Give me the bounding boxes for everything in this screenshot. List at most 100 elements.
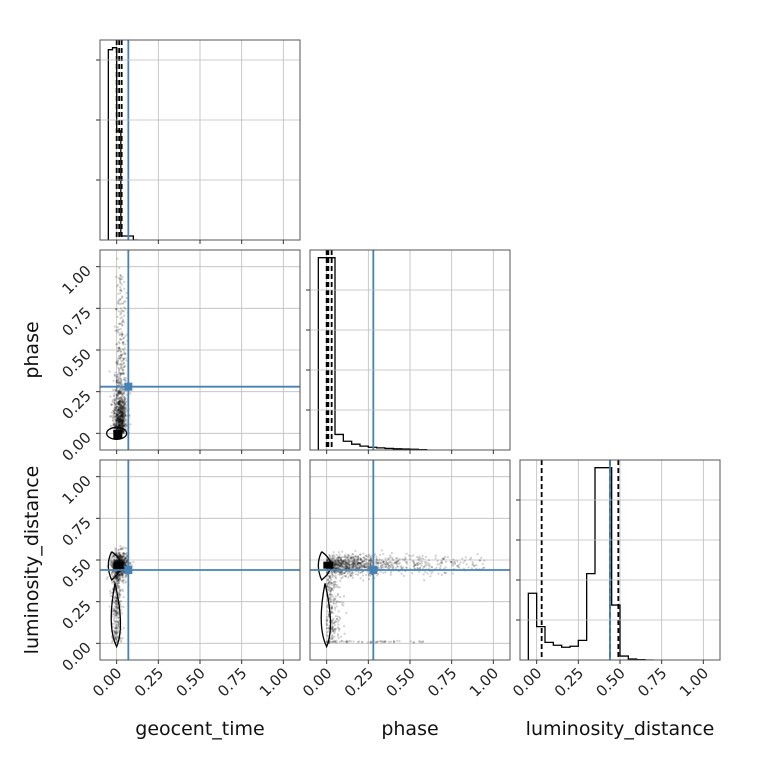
sample-point — [116, 381, 119, 384]
sample-point — [354, 560, 357, 563]
sample-point — [421, 640, 425, 643]
sample-point — [117, 408, 120, 411]
sample-point — [114, 577, 118, 581]
sample-point — [120, 355, 123, 358]
sample-point — [113, 559, 116, 562]
sample-point — [124, 413, 127, 416]
sample-point — [454, 562, 457, 566]
sample-point — [117, 613, 120, 616]
sample-point — [119, 282, 122, 285]
sample-point — [330, 587, 333, 590]
sample-point — [480, 556, 483, 559]
sample-point — [117, 412, 120, 416]
sample-point — [361, 565, 364, 568]
sample-point — [114, 578, 118, 581]
sample-point — [359, 562, 362, 565]
sample-point — [119, 422, 122, 426]
sample-point — [124, 400, 127, 404]
sample-point — [326, 558, 329, 561]
sample-point — [114, 403, 117, 406]
sample-point — [330, 572, 334, 575]
sample-point — [330, 559, 333, 562]
sample-point — [119, 403, 122, 406]
sample-point — [120, 417, 124, 421]
sample-point — [123, 402, 126, 405]
sample-point — [123, 402, 127, 406]
sample-point — [121, 399, 124, 403]
sample-point — [365, 573, 368, 577]
sample-point — [120, 404, 123, 408]
sample-point — [336, 559, 339, 562]
sample-point — [110, 565, 114, 568]
sample-point — [118, 391, 121, 394]
sample-point — [326, 585, 329, 588]
sample-point — [115, 419, 118, 422]
sample-point — [357, 556, 360, 559]
sample-point — [337, 623, 340, 626]
sample-point — [327, 612, 330, 616]
sample-point — [357, 557, 360, 561]
sample-point — [327, 588, 331, 592]
sample-point — [123, 556, 126, 559]
sample-point — [330, 587, 334, 590]
panel-content — [527, 460, 654, 660]
sample-point — [114, 420, 117, 423]
sample-point — [326, 588, 330, 591]
sample-point — [456, 564, 460, 567]
sample-point — [357, 557, 360, 560]
sample-point — [122, 405, 125, 408]
sample-point — [117, 420, 120, 423]
sample-point — [332, 566, 336, 570]
sample-point — [336, 633, 340, 636]
sample-point — [118, 322, 121, 325]
sample-point — [117, 574, 120, 577]
sample-point — [114, 637, 117, 640]
sample-point — [352, 640, 355, 643]
sample-point — [355, 567, 358, 570]
sample-point — [114, 415, 117, 418]
sample-point — [119, 409, 122, 412]
sample-point — [419, 562, 422, 566]
sample-point — [328, 641, 331, 644]
sample-point — [337, 563, 341, 566]
sample-point — [352, 557, 356, 561]
sample-point — [348, 574, 352, 577]
sample-point — [116, 577, 119, 581]
sample-point — [118, 399, 121, 402]
sample-point — [115, 419, 118, 422]
sample-point — [337, 562, 340, 565]
sample-point — [118, 424, 121, 427]
sample-point — [382, 552, 385, 556]
sample-point — [116, 405, 120, 408]
sample-point — [352, 565, 355, 568]
sample-point — [387, 558, 390, 561]
sample-point — [392, 559, 395, 562]
sample-point — [375, 563, 378, 566]
sample-point — [334, 615, 337, 618]
sample-point — [336, 564, 339, 567]
sample-point — [119, 311, 122, 314]
sample-point — [325, 615, 329, 619]
contour-lower — [110, 583, 122, 649]
sample-point — [120, 390, 123, 394]
sample-point — [350, 556, 353, 559]
sample-point — [125, 424, 128, 427]
sample-point — [113, 572, 116, 575]
sample-point — [341, 571, 344, 574]
sample-point — [416, 567, 419, 570]
sample-point — [331, 625, 334, 628]
sample-point — [118, 555, 121, 558]
sample-point — [114, 424, 118, 427]
sample-point — [345, 563, 349, 566]
sample-point — [399, 566, 402, 569]
sample-point — [381, 563, 384, 567]
sample-point — [115, 604, 118, 608]
sample-point — [114, 388, 118, 391]
sample-point — [117, 349, 121, 352]
sample-point — [418, 557, 421, 561]
sample-point — [120, 424, 124, 427]
sample-point — [374, 641, 377, 644]
sample-point — [122, 412, 125, 416]
sample-point — [348, 564, 351, 567]
sample-point — [123, 346, 127, 349]
